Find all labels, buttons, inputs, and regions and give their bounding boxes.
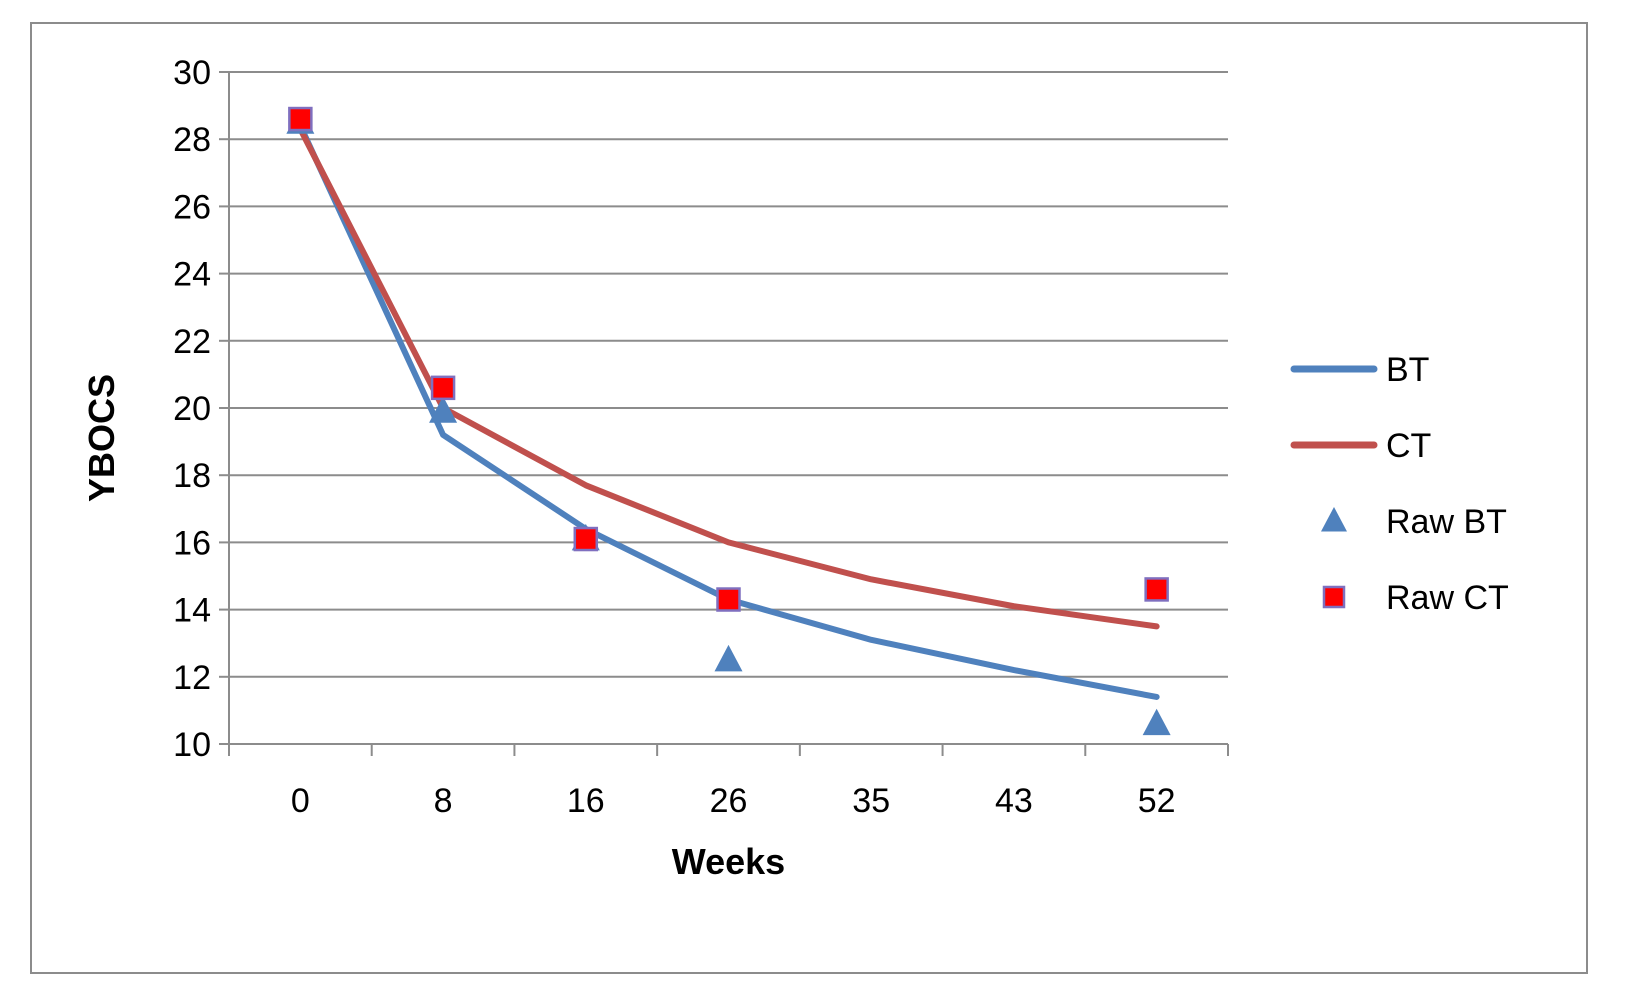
gridlines <box>229 71 1228 678</box>
data-point-raw-ct <box>1144 577 1169 602</box>
line-chart: 10 12 14 16 18 20 22 24 26 28 30 0 8 16 26 35 43 52 Weeks Y… <box>81 54 1509 882</box>
markers <box>286 106 1171 736</box>
legend-label: Raw CT <box>1386 579 1509 617</box>
data-point-raw-ct <box>288 106 313 132</box>
series-line-ct <box>297 126 1160 630</box>
legend-item-raw-bt: Raw BT <box>1321 503 1507 541</box>
legend-label: BT <box>1386 351 1429 389</box>
legend: BT CT Raw BT Raw CT <box>1290 351 1509 617</box>
x-tick-label: 35 <box>852 782 890 820</box>
legend-label: Raw BT <box>1386 503 1507 541</box>
y-tick-label: 14 <box>173 592 211 630</box>
x-axis-title: Weeks <box>672 841 785 882</box>
y-tick-label: 24 <box>173 256 211 294</box>
y-tick-label: 16 <box>173 524 211 562</box>
legend-item-ct: CT <box>1290 427 1431 465</box>
data-point-raw-ct <box>716 587 741 612</box>
x-tick-label: 43 <box>995 782 1033 820</box>
y-tick-label: 20 <box>173 390 211 428</box>
data-point-raw-ct <box>573 526 599 552</box>
y-tick-label: 30 <box>173 54 211 92</box>
axes: 10 12 14 16 18 20 22 24 26 28 30 0 8 16 26 35 43 52 Weeks Y… <box>81 54 1229 882</box>
data-point-raw-bt <box>714 644 743 672</box>
legend-label: CT <box>1386 427 1431 465</box>
y-tick-label: 22 <box>173 323 211 361</box>
legend-item-bt: BT <box>1290 351 1429 389</box>
data-point-raw-bt <box>429 396 458 423</box>
legend-swatch <box>1322 585 1346 609</box>
x-tick-label: 16 <box>567 782 605 820</box>
legend-item-raw-ct: Raw CT <box>1322 579 1509 617</box>
y-tick-label: 10 <box>173 726 211 764</box>
y-tick-label: 26 <box>173 188 211 226</box>
y-tick-label: 18 <box>173 457 211 495</box>
chart-frame: 10 12 14 16 18 20 22 24 26 28 30 0 8 16 26 35 43 52 Weeks Y… <box>30 22 1588 974</box>
y-axis-title: YBOCS <box>81 374 122 502</box>
x-tick-label: 0 <box>291 782 310 820</box>
data-point-raw-bt <box>1142 708 1171 736</box>
legend-swatch <box>1321 506 1347 532</box>
x-tick-label: 26 <box>710 782 748 820</box>
x-tick-label: 52 <box>1138 782 1176 820</box>
data-point-raw-ct <box>430 375 456 401</box>
y-tick-label: 28 <box>173 121 211 159</box>
x-tick-label: 8 <box>434 782 453 820</box>
y-tick-label: 12 <box>173 659 211 697</box>
